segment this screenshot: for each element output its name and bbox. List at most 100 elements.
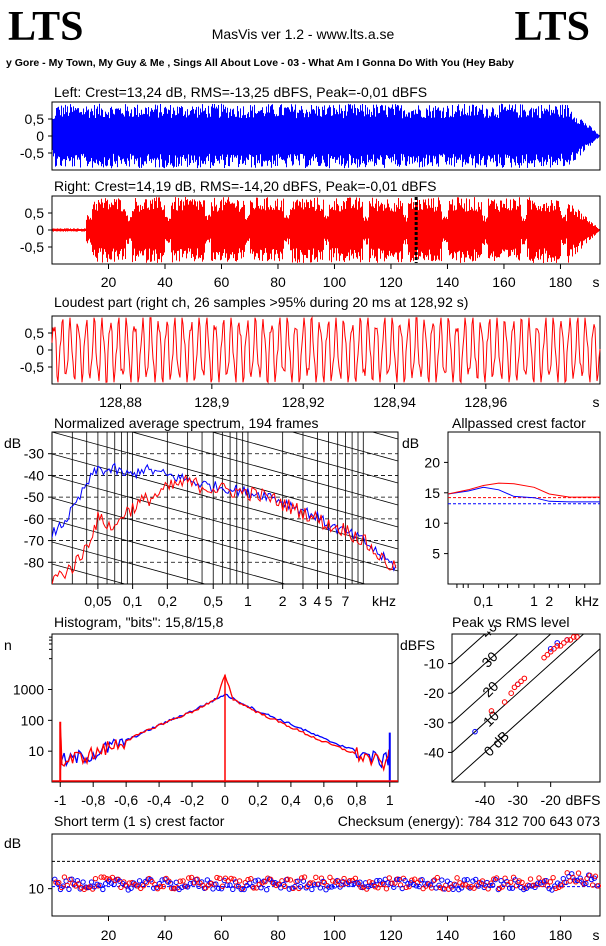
crest-point-left	[309, 886, 315, 893]
allpass-ytick-label: 5	[432, 546, 440, 562]
crest-point-left	[54, 880, 61, 887]
crest-point-right	[236, 878, 243, 884]
crest-point-left	[66, 886, 72, 892]
crest-point-left	[326, 884, 332, 890]
crest-point-left	[320, 878, 326, 885]
crest-xtick-label: 120	[379, 927, 403, 943]
crest-point-left	[74, 878, 81, 884]
crest-point-right	[372, 884, 378, 890]
allpass-ytick-label: 20	[424, 454, 440, 470]
crest-point-right	[149, 879, 155, 885]
app-title: MasVis ver 1.2 - www.lts.a.se	[211, 26, 395, 42]
crest-point-left	[540, 879, 547, 885]
crest-point-right	[98, 874, 104, 880]
crest-point-left	[379, 880, 386, 886]
crest-frame	[51, 833, 601, 917]
crest-point-left	[458, 885, 465, 891]
crest-checksum: Checksum (energy): 784 312 700 643 073	[338, 813, 600, 829]
crest-point-right	[341, 875, 347, 882]
spectrum-y-unit: dB	[4, 435, 21, 451]
crest-point-right	[508, 879, 514, 885]
crest-point-right	[177, 878, 183, 884]
loudest-xtick-label: 128,92	[282, 394, 325, 410]
loudest-title: Loudest part (right ch, 26 samples >95% …	[54, 294, 468, 310]
spectrum-xtick-label: 0,1	[123, 593, 143, 609]
crest-point-left	[430, 878, 437, 884]
right-title: Right: Crest=14,19 dB, RMS=-14,20 dBFS, …	[54, 178, 436, 194]
crest-point-left	[128, 885, 134, 891]
crest-xtick-label: 180	[549, 927, 573, 943]
peakrms-y-unit: dBFS	[400, 637, 435, 653]
right-wave	[52, 197, 600, 263]
peakrms-point-1	[511, 684, 518, 691]
loudest-ytick-label: 0,5	[25, 325, 45, 341]
peakrms-ytick-label: -30	[424, 715, 444, 731]
histogram-xtick-label: 0,4	[281, 792, 301, 808]
crest-point-left	[97, 882, 103, 889]
loudest-ytick-label: 0	[36, 342, 44, 358]
peakrms-ytick-label: -10	[424, 656, 444, 672]
loudest-xtick-label: 128,88	[99, 394, 142, 410]
right-x-unit: s	[593, 274, 600, 290]
crest-point-right	[157, 883, 164, 890]
right-xtick-label: 20	[101, 274, 117, 290]
peakrms-point-1	[488, 708, 495, 714]
peakrms-point-1	[551, 646, 557, 652]
crest-point-right	[321, 879, 328, 886]
crest-point-left	[235, 883, 242, 890]
allpass-frame	[447, 431, 601, 585]
crest-point-right	[479, 878, 486, 884]
crest-point-right	[101, 874, 107, 880]
logo-left: LTS	[8, 4, 84, 50]
crest-point-left	[569, 871, 575, 877]
spectrum-ytick-label: -60	[24, 511, 44, 527]
crest-point-right	[409, 877, 415, 883]
right-ytick-label: 0	[36, 222, 44, 238]
spectrum-xtick-label: 4	[313, 593, 321, 609]
spectrum-xtick-label: 0,2	[158, 593, 178, 609]
crest-point-right	[575, 870, 582, 876]
crest-point-right	[550, 874, 556, 881]
crest-point-left	[204, 877, 211, 883]
spectrum-frame	[51, 431, 399, 585]
crest-point-left	[167, 880, 174, 886]
left-ytick-label: 0	[36, 128, 44, 144]
crest-xtick-label: 80	[270, 927, 286, 943]
peakrms-point-1	[547, 648, 554, 655]
spectrum-x-unit: kHz	[372, 593, 396, 609]
loudest-ytick-label: -0,5	[20, 359, 44, 375]
crest-point-right	[460, 882, 466, 888]
crest-point-left	[365, 883, 372, 890]
spectrum-ytick-label: -40	[24, 467, 44, 483]
peakrms-point-1	[570, 634, 577, 640]
crest-point-left	[317, 885, 324, 891]
histogram-xtick-label: 1	[386, 792, 394, 808]
crest-point-right	[56, 879, 62, 886]
crest-point-right	[284, 876, 291, 882]
crest-point-right	[496, 885, 503, 892]
crest-point-right	[228, 875, 234, 882]
crest-point-left	[52, 876, 58, 883]
histogram-ytick-label: 10	[28, 743, 44, 759]
crest-point-left	[122, 882, 129, 888]
peakrms-point-1	[514, 681, 521, 688]
crest-point-left	[258, 884, 264, 891]
crest-point-right	[287, 877, 294, 883]
peakrms-point-1	[541, 654, 547, 661]
crest-point-left	[495, 886, 502, 893]
crest-point-left	[210, 886, 216, 892]
peakrms-xtick-label: -20	[541, 792, 561, 808]
crest-point-left	[475, 883, 482, 889]
peakrms-point-1	[564, 637, 570, 643]
spectrum-xtick-label: 0,5	[203, 593, 223, 609]
peakrms-frame	[451, 633, 601, 783]
peakrms-point-1	[557, 643, 564, 649]
crest-point-right	[553, 885, 559, 892]
left-title: Left: Crest=13,24 dB, RMS=-13,25 dBFS, P…	[54, 84, 427, 100]
histogram-ytick-label: 1000	[13, 682, 44, 698]
crest-point-right	[160, 883, 166, 890]
crest-y-unit: dB	[4, 835, 21, 851]
histogram-xtick-label: 0,8	[347, 792, 367, 808]
crest-point-right	[386, 875, 392, 881]
crest-point-left	[405, 880, 411, 887]
